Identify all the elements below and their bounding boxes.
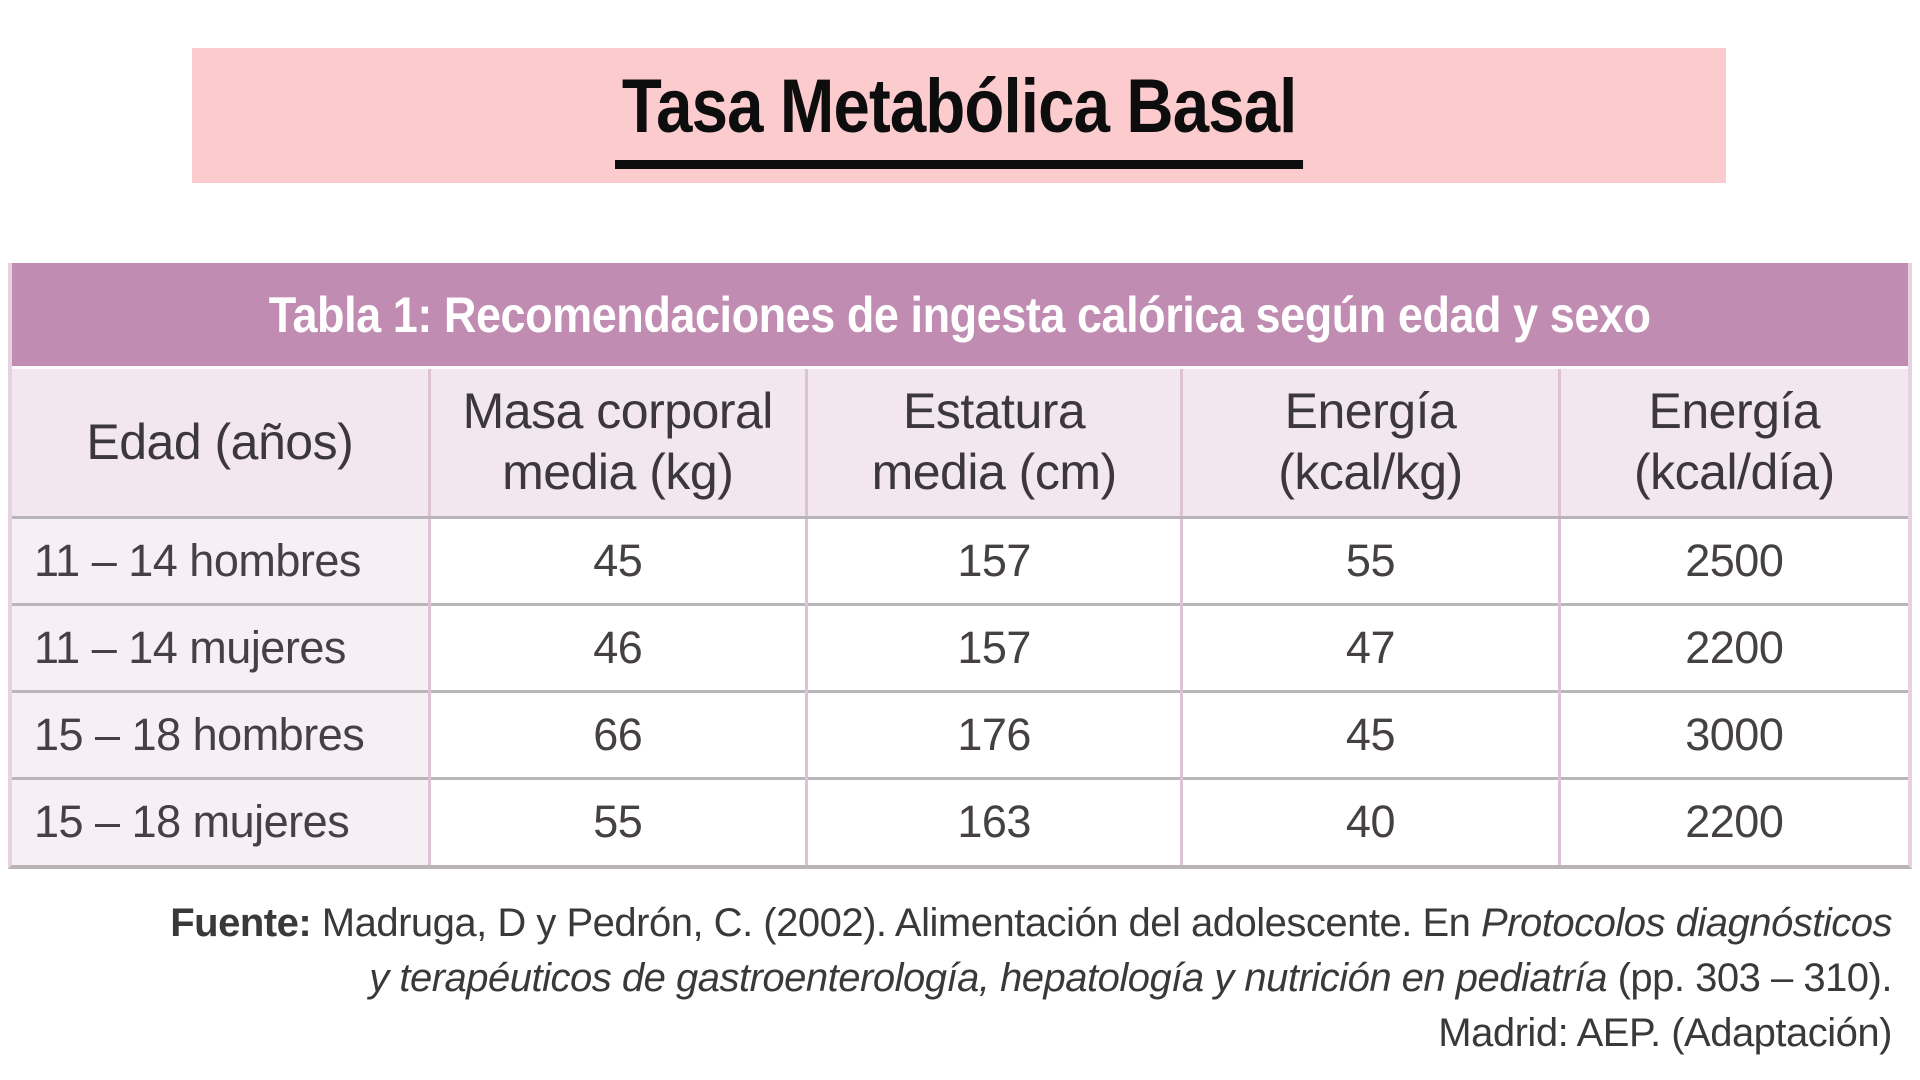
table-row: 15 – 18 mujeres 55 163 40 2200: [12, 776, 1908, 865]
col-header-edad: Edad (años): [12, 369, 430, 519]
cell-estatura: 157: [804, 517, 1182, 604]
table-caption-bar: Tabla 1: Recomendaciones de ingesta caló…: [12, 263, 1908, 369]
source-line2-italic: y terapéuticos de gastroenterología, hep…: [369, 956, 1607, 1001]
source-line-1: Fuente: Madruga, D y Pedrón, C. (2002). …: [30, 896, 1892, 951]
cell-energia-kg: 55: [1180, 517, 1560, 604]
cell-energia-dia: 2200: [1557, 602, 1908, 691]
header-row: Edad (años) Masa corporal media (kg) Est…: [12, 369, 1908, 519]
calorie-table: Edad (años) Masa corporal media (kg) Est…: [12, 369, 1908, 865]
table-header: Edad (años) Masa corporal media (kg) Est…: [12, 369, 1908, 519]
cell-estatura: 163: [804, 776, 1182, 865]
page-title: Tasa Metabólica Basal: [614, 63, 1304, 169]
source-label: Fuente:: [170, 901, 312, 945]
cell-energia-kg: 45: [1180, 689, 1560, 778]
row-label: 11 – 14 hombres: [12, 517, 430, 604]
col-header-estatura: Estatura media (cm): [804, 369, 1182, 519]
cell-energia-dia: 2200: [1557, 776, 1908, 865]
table-body: 11 – 14 hombres 45 157 55 2500 11 – 14 m…: [12, 517, 1908, 865]
cell-masa: 46: [427, 602, 807, 691]
col-header-energia-kcal-kg: Energía (kcal/kg): [1180, 369, 1560, 519]
cell-energia-kg: 47: [1180, 602, 1560, 691]
row-label: 15 – 18 mujeres: [12, 776, 430, 865]
title-banner: Tasa Metabólica Basal: [192, 48, 1726, 183]
col-header-masa-corporal: Masa corporal media (kg): [427, 369, 807, 519]
source-line-2: y terapéuticos de gastroenterología, hep…: [30, 951, 1892, 1006]
source-line2-text: (pp. 303 – 310).: [1606, 956, 1893, 1001]
cell-estatura: 176: [804, 689, 1182, 778]
row-label: 11 – 14 mujeres: [12, 602, 430, 691]
cell-energia-kg: 40: [1180, 776, 1560, 865]
source-citation: Fuente: Madruga, D y Pedrón, C. (2002). …: [30, 896, 1892, 1062]
calorie-table-card: Tabla 1: Recomendaciones de ingesta caló…: [8, 263, 1912, 869]
table-row: 11 – 14 mujeres 46 157 47 2200: [12, 602, 1908, 691]
cell-masa: 45: [427, 517, 807, 604]
cell-masa: 66: [427, 689, 807, 778]
cell-energia-dia: 3000: [1557, 689, 1908, 778]
cell-estatura: 157: [804, 602, 1182, 691]
source-line1-text: Madruga, D y Pedrón, C. (2002). Alimenta…: [311, 901, 1482, 945]
table-caption: Tabla 1: Recomendaciones de ingesta caló…: [269, 286, 1651, 343]
row-label: 15 – 18 hombres: [12, 689, 430, 778]
cell-energia-dia: 2500: [1557, 517, 1908, 604]
source-line1-italic: Protocolos diagnósticos: [1481, 901, 1892, 945]
table-row: 15 – 18 hombres 66 176 45 3000: [12, 689, 1908, 778]
col-header-energia-kcal-dia: Energía (kcal/día): [1557, 369, 1908, 519]
cell-masa: 55: [427, 776, 807, 865]
source-line-3: Madrid: AEP. (Adaptación): [1438, 1011, 1892, 1056]
table-row: 11 – 14 hombres 45 157 55 2500: [12, 517, 1908, 604]
